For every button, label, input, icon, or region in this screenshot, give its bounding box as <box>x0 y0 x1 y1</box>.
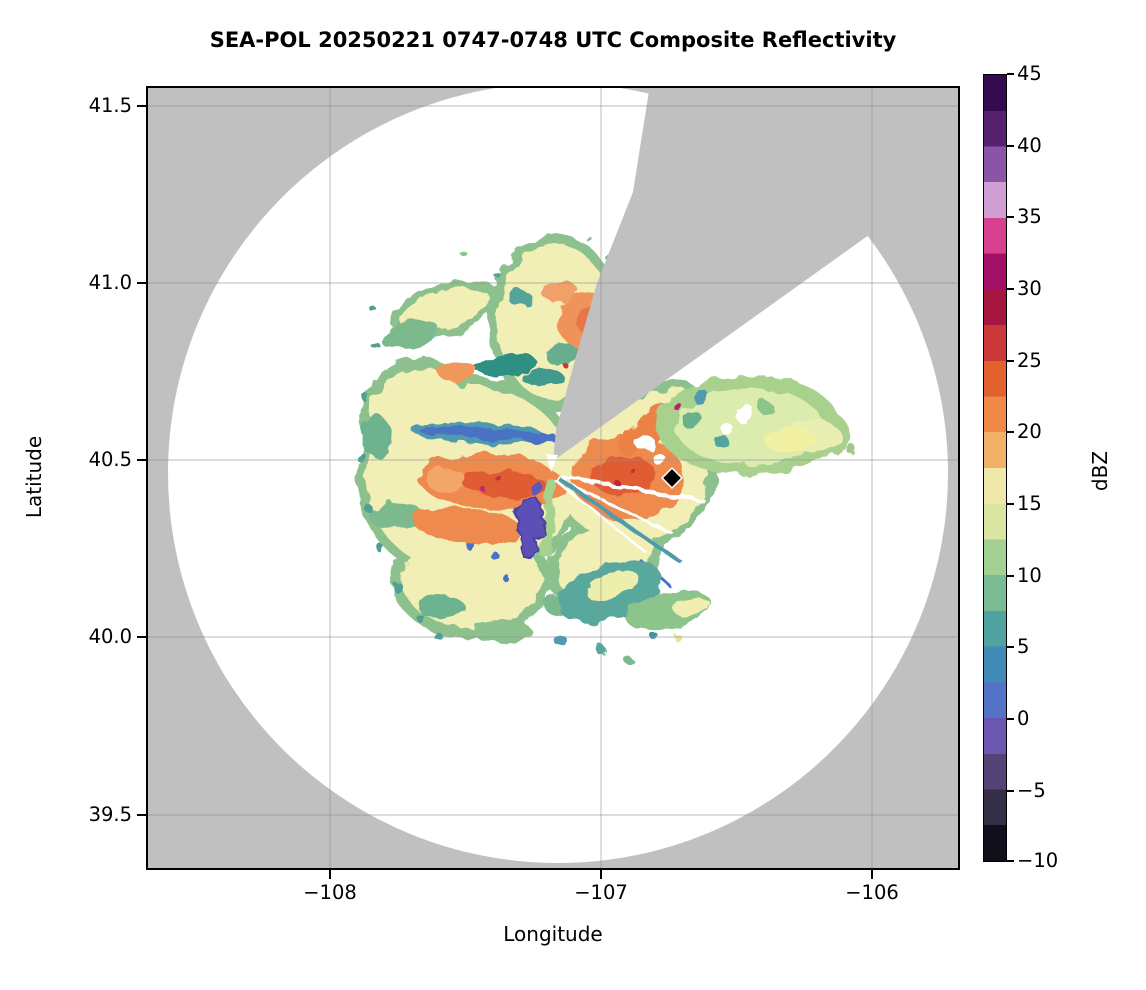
y-tickmark <box>137 459 146 461</box>
colorbar-tickmark <box>1007 503 1014 505</box>
colorbar-tick-label: 10 <box>1017 564 1042 587</box>
colorbar-tickmark <box>1007 431 1014 433</box>
colorbar-tick-label: 40 <box>1017 134 1042 157</box>
x-tickmark <box>329 870 331 879</box>
y-tickmark <box>137 105 146 107</box>
colorbar-tickmark <box>1007 790 1014 792</box>
x-tick-label: −107 <box>574 881 628 904</box>
site-diamond-marker <box>661 467 683 489</box>
colorbar-tickmark <box>1007 216 1014 218</box>
colorbar-tickmark <box>1007 718 1014 720</box>
x-tick-label: −108 <box>303 881 357 904</box>
colorbar-gradient <box>983 74 1007 862</box>
x-tick-label: −106 <box>845 881 899 904</box>
wedge-apex-gap <box>546 454 558 472</box>
colorbar-axis-label: dBZ <box>1088 450 1112 492</box>
colorbar-tick-label: 5 <box>1017 635 1030 658</box>
colorbar-tickmark <box>1007 145 1014 147</box>
y-tickmark <box>137 814 146 816</box>
x-axis-label: Longitude <box>503 922 603 946</box>
colorbar-tickmark <box>1007 860 1014 862</box>
colorbar-tickmark <box>1007 575 1014 577</box>
x-tickmark <box>600 870 602 879</box>
colorbar-tick-label: 35 <box>1017 205 1042 228</box>
colorbar-tick-label: 20 <box>1017 420 1042 443</box>
y-axis-label: Latitude <box>22 435 46 519</box>
colorbar-tick-label: 30 <box>1017 277 1042 300</box>
x-tickmark <box>871 870 873 879</box>
colorbar-tick-label: 25 <box>1017 349 1042 372</box>
colorbar-tick-label: 45 <box>1017 62 1042 85</box>
colorbar-tick-label: −10 <box>1017 849 1059 872</box>
colorbar-tickmark <box>1007 73 1014 75</box>
colorbar-tick-label: 0 <box>1017 707 1030 730</box>
colorbar-tick-label: 15 <box>1017 492 1042 515</box>
y-tick-label: 41.0 <box>88 271 132 294</box>
y-tick-label: 40.5 <box>88 448 132 471</box>
colorbar-tickmark <box>1007 288 1014 290</box>
colorbar-tick-label: −5 <box>1017 779 1046 802</box>
colorbar-tickmark <box>1007 360 1014 362</box>
colorbar-tickmark <box>1007 646 1014 648</box>
y-tickmark <box>137 282 146 284</box>
gridlines <box>148 88 958 868</box>
y-tick-label: 41.5 <box>88 94 132 117</box>
chart-title: SEA-POL 20250221 0747-0748 UTC Composite… <box>209 28 897 52</box>
y-tick-label: 39.5 <box>88 803 132 826</box>
blocked-sector-wedge <box>553 88 958 461</box>
y-tick-label: 40.0 <box>88 625 132 648</box>
reflectivity-map <box>148 88 958 868</box>
plot-area <box>146 86 960 870</box>
y-tickmark <box>137 636 146 638</box>
